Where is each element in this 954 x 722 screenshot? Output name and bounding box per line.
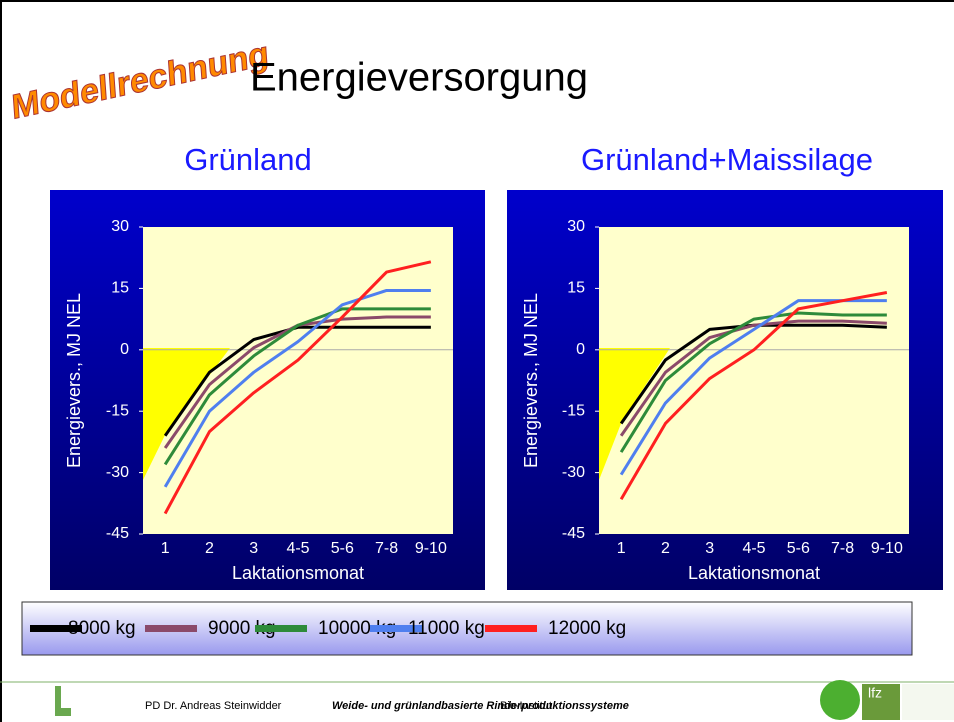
footer-course: Weide- und grünlandbasierte Rinderproduk… [332,700,629,712]
y-axis-label: Energievers., MJ NEL [521,293,541,468]
y-tick-label: -45 [106,525,129,542]
y-tick-label: 30 [111,218,129,235]
footer-logo [55,686,61,716]
y-tick-label: -30 [106,464,129,481]
x-tick-label: 7-8 [831,540,854,557]
x-tick-label: 2 [205,540,214,557]
y-tick-label: 15 [111,280,129,297]
footer-institute: Bio-Institut [500,700,552,712]
x-tick-label: 9-10 [415,540,447,557]
y-tick-label: 0 [120,341,129,358]
footer-logo [902,684,954,720]
legend-swatch [30,625,82,632]
x-tick-label: 4-5 [286,540,309,557]
y-tick-label: 0 [576,341,585,358]
y-tick-label: -15 [562,402,585,419]
x-tick-label: 5-6 [787,540,810,557]
x-axis-label: Laktationsmonat [232,563,364,583]
legend-label: 10000 kg [318,618,396,639]
badge: Modellrechnung [11,34,270,127]
y-tick-label: -30 [562,464,585,481]
y-tick-label: -15 [106,402,129,419]
legend-swatch [370,625,422,632]
legend-swatch [145,625,197,632]
series-line [163,260,432,515]
slide-title: Energieversorgung [250,56,588,100]
legend-swatch [255,625,307,632]
series-line [163,307,431,466]
y-tick-label: 30 [567,218,585,235]
x-tick-label: 5-6 [331,540,354,557]
legend-label: 12000 kg [548,618,626,639]
series-line [163,288,431,488]
x-tick-label: 2 [661,540,670,557]
footer-logo [820,680,860,720]
chart-title: Grünland+Maissilage [581,142,873,177]
x-tick-label: 1 [617,540,626,557]
x-tick-label: 1 [161,540,170,557]
legend-label: 9000 kg [208,618,276,639]
x-tick-label: 4-5 [742,540,765,557]
y-tick-label: -45 [562,525,585,542]
series-line [619,311,887,453]
x-axis-label: Laktationsmonat [688,563,820,583]
x-tick-label: 7-8 [375,540,398,557]
y-axis-label: Energievers., MJ NEL [64,293,84,468]
legend-label: 8000 kg [68,618,136,639]
y-tick-label: 15 [567,280,585,297]
footer-author: PD Dr. Andreas Steinwidder [145,700,282,712]
x-tick-label: 9-10 [871,540,903,557]
series-line [163,325,431,437]
deficit-area [143,348,230,480]
deficit-area [599,348,670,480]
footer-logo [862,684,900,720]
footer-logo [55,708,71,716]
series-line [619,319,887,437]
series-line [619,291,888,500]
x-tick-label: 3 [249,540,258,557]
footer-logo-text: lfz [868,685,882,701]
chart-title: Grünland [184,142,312,177]
legend-label: 11000 kg [408,618,485,639]
legend-swatch [485,625,537,632]
x-tick-label: 3 [705,540,714,557]
